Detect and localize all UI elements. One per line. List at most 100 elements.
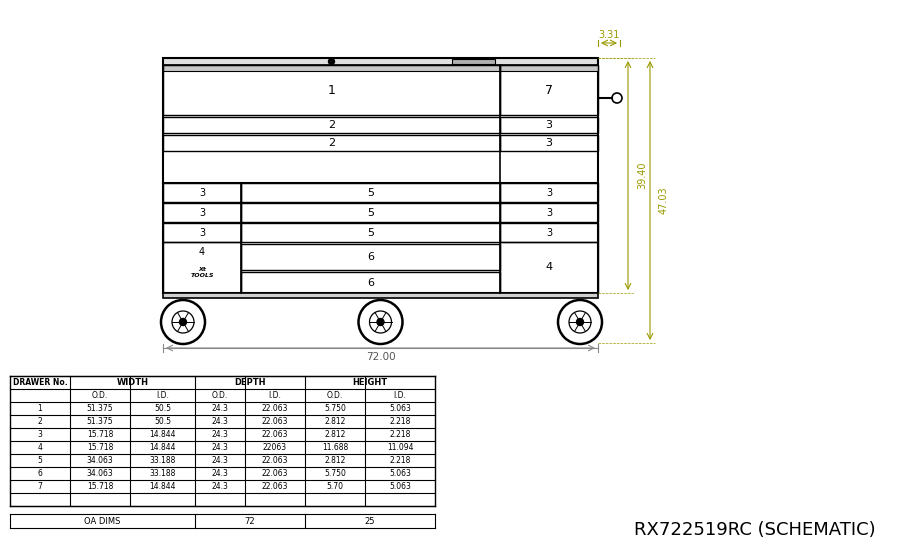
Text: 15.718: 15.718 xyxy=(87,430,113,439)
Text: 51.375: 51.375 xyxy=(87,417,113,426)
Text: 50.5: 50.5 xyxy=(154,417,171,426)
Text: 34.063: 34.063 xyxy=(87,456,113,465)
Text: 22.063: 22.063 xyxy=(261,469,288,478)
Text: 24.3: 24.3 xyxy=(211,456,228,465)
Bar xyxy=(452,59,495,64)
Text: 5: 5 xyxy=(367,227,374,237)
Bar xyxy=(241,183,500,202)
Text: 7: 7 xyxy=(37,482,42,491)
Bar xyxy=(163,203,241,222)
Text: 14.844: 14.844 xyxy=(149,443,175,452)
Text: 33.188: 33.188 xyxy=(149,456,175,465)
Text: 51.375: 51.375 xyxy=(87,404,113,413)
Text: 14.844: 14.844 xyxy=(149,430,175,439)
Text: O.D.: O.D. xyxy=(327,391,343,400)
Text: 3: 3 xyxy=(546,227,552,237)
Bar xyxy=(163,65,500,115)
Text: 22.063: 22.063 xyxy=(261,430,288,439)
Text: 5.70: 5.70 xyxy=(326,482,344,491)
Bar xyxy=(163,183,241,202)
Text: 4: 4 xyxy=(37,443,42,452)
Text: 2.812: 2.812 xyxy=(324,430,345,439)
Text: 15.718: 15.718 xyxy=(87,443,113,452)
Text: 50.5: 50.5 xyxy=(154,404,171,413)
Text: DRAWER No.: DRAWER No. xyxy=(13,378,68,387)
Bar xyxy=(500,135,598,151)
Text: 2.218: 2.218 xyxy=(389,430,410,439)
Text: 24.3: 24.3 xyxy=(211,443,228,452)
Text: O.D.: O.D. xyxy=(212,391,228,400)
Text: 1: 1 xyxy=(37,404,42,413)
Bar xyxy=(241,203,500,222)
Text: 5.750: 5.750 xyxy=(324,404,345,413)
Circle shape xyxy=(377,319,384,325)
Text: 24.3: 24.3 xyxy=(211,417,228,426)
Bar xyxy=(163,58,598,65)
Bar xyxy=(163,293,598,298)
Text: 47.03: 47.03 xyxy=(659,187,669,214)
Text: 24.3: 24.3 xyxy=(211,404,228,413)
Text: 5: 5 xyxy=(367,207,374,217)
Text: 3.31: 3.31 xyxy=(599,30,620,40)
Text: 5.063: 5.063 xyxy=(389,404,411,413)
Bar xyxy=(163,135,500,151)
Bar xyxy=(500,183,598,202)
Text: 5: 5 xyxy=(367,187,374,197)
Circle shape xyxy=(577,319,583,325)
Text: 72.00: 72.00 xyxy=(366,352,396,362)
Text: 1: 1 xyxy=(327,83,335,97)
Text: I.D.: I.D. xyxy=(156,391,169,400)
Text: 2: 2 xyxy=(37,417,42,426)
Text: 6: 6 xyxy=(37,469,42,478)
Text: I.D.: I.D. xyxy=(269,391,282,400)
Bar xyxy=(163,117,500,133)
Bar xyxy=(163,223,241,242)
Text: 24.3: 24.3 xyxy=(211,482,228,491)
Text: OA DIMS: OA DIMS xyxy=(84,517,121,525)
Text: 2.812: 2.812 xyxy=(324,417,345,426)
Text: 3: 3 xyxy=(199,227,205,237)
Text: 5.063: 5.063 xyxy=(389,469,411,478)
Text: 5.063: 5.063 xyxy=(389,482,411,491)
Text: 72: 72 xyxy=(245,517,255,525)
Text: 4: 4 xyxy=(199,247,205,257)
Text: 34.063: 34.063 xyxy=(87,469,113,478)
Text: 22.063: 22.063 xyxy=(261,456,288,465)
Text: 2: 2 xyxy=(328,138,335,148)
Bar xyxy=(163,58,598,293)
Bar xyxy=(500,223,598,242)
Text: 3: 3 xyxy=(546,138,552,148)
Text: 3: 3 xyxy=(199,187,205,197)
Text: 15.718: 15.718 xyxy=(87,482,113,491)
Bar xyxy=(241,272,500,293)
Text: WIDTH: WIDTH xyxy=(116,378,148,387)
Text: 14.844: 14.844 xyxy=(149,482,175,491)
Text: 3: 3 xyxy=(37,430,42,439)
Text: 25: 25 xyxy=(365,517,376,525)
Text: 2: 2 xyxy=(328,120,335,130)
Bar xyxy=(500,242,598,293)
Circle shape xyxy=(179,319,186,325)
Text: 3: 3 xyxy=(546,120,552,130)
Text: 3: 3 xyxy=(546,207,552,217)
Text: 11.688: 11.688 xyxy=(322,443,348,452)
Text: 39.40: 39.40 xyxy=(637,162,647,189)
Bar xyxy=(163,65,500,71)
Bar xyxy=(500,65,598,115)
Text: 24.3: 24.3 xyxy=(211,469,228,478)
Bar xyxy=(163,242,241,293)
Text: 22.063: 22.063 xyxy=(261,404,288,413)
Text: 6: 6 xyxy=(367,252,374,262)
Text: 3: 3 xyxy=(546,187,552,197)
Bar xyxy=(241,223,500,242)
Text: 3: 3 xyxy=(199,207,205,217)
Text: 7: 7 xyxy=(545,83,553,97)
Text: Xt
TOOLS: Xt TOOLS xyxy=(190,267,214,278)
Text: 22063: 22063 xyxy=(263,443,287,452)
Text: I.D.: I.D. xyxy=(394,391,407,400)
Text: 4: 4 xyxy=(546,262,553,272)
Text: 2.218: 2.218 xyxy=(389,456,410,465)
Bar xyxy=(241,244,500,270)
Text: 2.812: 2.812 xyxy=(324,456,345,465)
Text: 22.063: 22.063 xyxy=(261,482,288,491)
